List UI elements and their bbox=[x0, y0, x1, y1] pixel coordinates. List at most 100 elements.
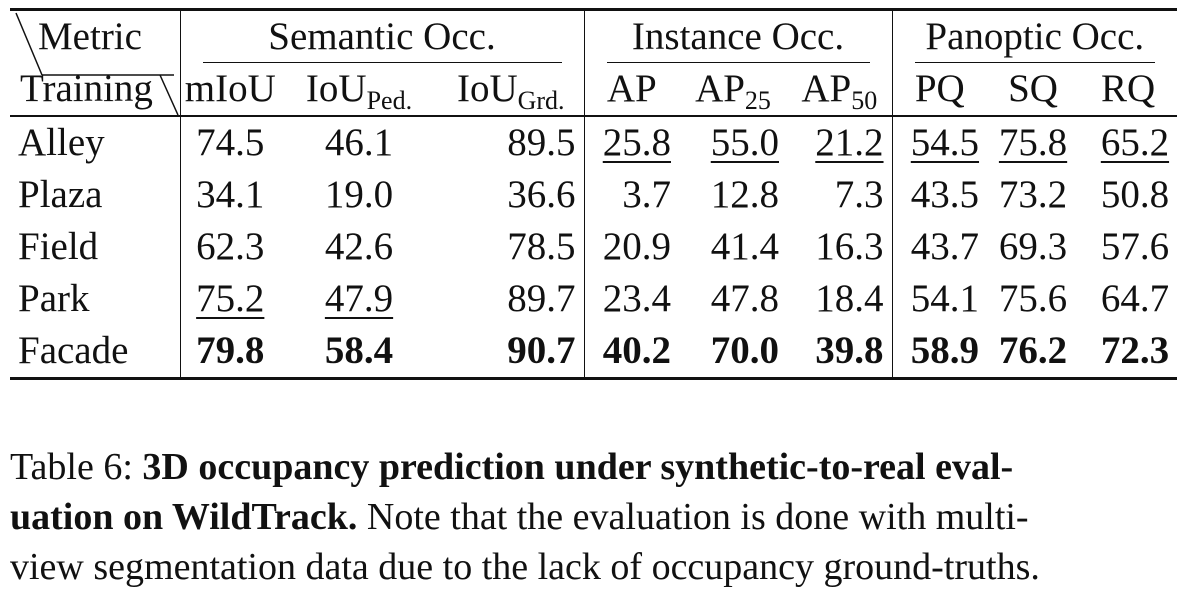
corner-diagonal bbox=[15, 12, 179, 115]
cmidrule-instance bbox=[606, 62, 870, 63]
cell-value: 39.8 bbox=[815, 329, 884, 372]
cell-value: 89.7 bbox=[507, 277, 576, 320]
col-header-text: SQ bbox=[1008, 67, 1058, 110]
cell-value: 12.8 bbox=[710, 173, 779, 216]
group-instance: Instance Occ. bbox=[583, 8, 893, 63]
col-header-sub: Ped. bbox=[366, 86, 413, 115]
table-cell: 7.3 bbox=[787, 169, 892, 221]
cell-value: 64.7 bbox=[1100, 277, 1170, 320]
cell-value: 78.5 bbox=[507, 225, 576, 268]
col-header-rq: RQ bbox=[1079, 63, 1177, 116]
table-cell: 25.8 bbox=[583, 115, 679, 169]
metric-header-row: mIoU IoUPed. IoUGrd. AP AP25 AP50 PQ SQ … bbox=[10, 63, 1177, 116]
table-cell: 89.5 bbox=[438, 115, 584, 169]
table-cell: 23.4 bbox=[583, 273, 679, 325]
table-cell: 79.8 bbox=[179, 325, 280, 380]
cell-value: 89.5 bbox=[507, 121, 576, 164]
table-cell: 57.6 bbox=[1079, 221, 1177, 273]
cell-value: 50.8 bbox=[1100, 173, 1170, 216]
cell-value: 25.8 bbox=[602, 121, 671, 164]
cell-value: 7.3 bbox=[834, 173, 884, 216]
table-cell: 74.5 bbox=[179, 115, 280, 169]
cell-value: 69.3 bbox=[998, 225, 1068, 268]
col-header-sub: 50 bbox=[851, 86, 878, 115]
caption-title-part1: 3D occupancy prediction under synthetic-… bbox=[142, 446, 1014, 488]
results-table: Metric Training Semantic Occ. Instance O… bbox=[10, 8, 1178, 380]
table-cell: 72.3 bbox=[1079, 325, 1178, 380]
caption-line-1: Table 6: 3D occupancy prediction under s… bbox=[10, 442, 1173, 492]
cell-value: 73.2 bbox=[998, 173, 1068, 216]
cell-value: 43.5 bbox=[910, 173, 980, 216]
col-header-ap50: AP50 bbox=[787, 63, 892, 116]
table-cell: 54.1 bbox=[891, 273, 988, 325]
table-cell: 21.2 bbox=[787, 115, 893, 169]
cell-value: 75.8 bbox=[998, 121, 1068, 164]
table-cell: 55.0 bbox=[679, 115, 787, 169]
table-cell: 76.2 bbox=[987, 325, 1080, 380]
group-panoptic-label: Panoptic Occ. bbox=[925, 15, 1145, 58]
table-cell: 62.3 bbox=[179, 221, 280, 273]
table-cell: 34.1 bbox=[179, 169, 280, 221]
cell-value: 46.1 bbox=[324, 121, 394, 164]
col-header-text: IoU bbox=[456, 67, 518, 110]
table-cell: 3.7 bbox=[583, 169, 679, 221]
table-cell: 58.4 bbox=[280, 325, 438, 380]
results-table-container: Metric Training Semantic Occ. Instance O… bbox=[10, 8, 1178, 380]
group-semantic-label: Semantic Occ. bbox=[268, 15, 496, 58]
table-cell: 89.7 bbox=[438, 273, 584, 325]
cell-value: 55.0 bbox=[710, 121, 779, 164]
cell-value: 47.9 bbox=[324, 277, 394, 320]
cell-value: 47.8 bbox=[710, 277, 779, 320]
cell-value: 75.6 bbox=[998, 277, 1068, 320]
cell-value: 65.2 bbox=[1100, 121, 1170, 164]
table-cell: 90.7 bbox=[438, 325, 584, 380]
caption-title-part2: uation on WildTrack. bbox=[10, 496, 358, 538]
table-cell: 75.2 bbox=[179, 273, 280, 325]
table-row: Plaza 34.1 19.0 36.6 3.7 12.8 7.3 43.5 73.2 50.8 bbox=[10, 169, 1177, 221]
table-cell: 36.6 bbox=[438, 169, 584, 221]
table-cell: 47.9 bbox=[280, 273, 438, 325]
table-cell: 43.7 bbox=[891, 221, 988, 273]
table-cell: 70.0 bbox=[679, 325, 787, 380]
corner-label-metric: Metric bbox=[38, 15, 142, 58]
cell-value: 19.0 bbox=[324, 173, 394, 216]
col-header-text: RQ bbox=[1100, 67, 1156, 110]
col-header-sub: 25 bbox=[744, 86, 771, 115]
table-cell: 20.9 bbox=[583, 221, 679, 273]
col-header-sq: SQ bbox=[987, 63, 1079, 116]
table-cell: 42.6 bbox=[280, 221, 438, 273]
corner-label-training: Training bbox=[20, 67, 153, 110]
corner-cell: Metric Training bbox=[10, 8, 180, 116]
table-cell: 12.8 bbox=[679, 169, 787, 221]
cell-value: 23.4 bbox=[602, 277, 671, 320]
cell-value: 57.6 bbox=[1100, 225, 1170, 268]
table-cell: 16.3 bbox=[787, 221, 892, 273]
col-header-iou-ped: IoUPed. bbox=[280, 63, 438, 116]
col-header-miou: mIoU bbox=[179, 63, 280, 116]
cell-value: 3.7 bbox=[622, 173, 671, 216]
col-header-text: AP bbox=[606, 67, 657, 110]
caption-line-3: view segmentation data due to the lack o… bbox=[10, 542, 1173, 592]
cell-value: 75.2 bbox=[196, 277, 265, 320]
cell-value: 79.8 bbox=[196, 329, 265, 372]
table-cell: 69.3 bbox=[987, 221, 1079, 273]
table-cell: 50.8 bbox=[1079, 169, 1177, 221]
cell-value: 70.0 bbox=[710, 329, 779, 372]
group-panoptic: Panoptic Occ. bbox=[891, 8, 1178, 63]
cell-value: 58.9 bbox=[910, 329, 980, 372]
cell-value: 42.6 bbox=[324, 225, 394, 268]
table-cell: 58.9 bbox=[891, 325, 988, 380]
col-header-iou-grd: IoUGrd. bbox=[438, 63, 584, 116]
table-row: Park 75.2 47.9 89.7 23.4 47.8 18.4 54.1 75.6 64.7 bbox=[10, 273, 1177, 325]
cmidrule-semantic bbox=[202, 62, 562, 63]
row-label: Field bbox=[18, 225, 99, 268]
cell-value: 62.3 bbox=[196, 225, 265, 268]
cell-value: 58.4 bbox=[324, 329, 394, 372]
table-row: Alley 74.5 46.1 89.5 25.8 55.0 21.2 54.5 75.8 65.… bbox=[10, 115, 1178, 169]
col-header-ap: AP bbox=[583, 63, 679, 116]
table-cell: 43.5 bbox=[891, 169, 988, 221]
col-header-text: mIoU bbox=[184, 67, 276, 110]
cell-value: 40.2 bbox=[602, 329, 671, 372]
table-row: Field 62.3 42.6 78.5 20.9 41.4 16.3 43.7 69.3 57.… bbox=[10, 221, 1177, 273]
cell-value: 36.6 bbox=[507, 173, 576, 216]
